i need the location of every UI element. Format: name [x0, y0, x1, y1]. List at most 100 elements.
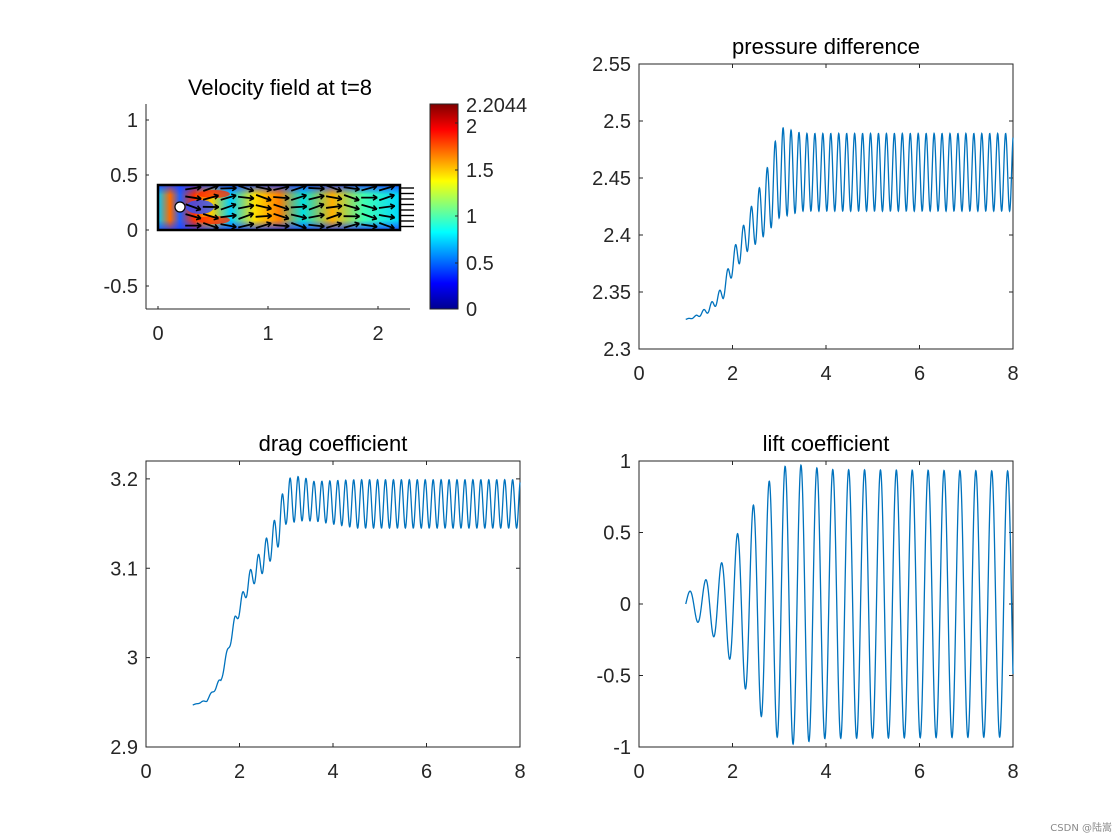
velocity-arrow: [185, 186, 202, 191]
colorbar-tick-label: 0: [466, 299, 477, 321]
velocity-arrow: [378, 185, 395, 192]
velocity-arrow-head: [196, 222, 202, 229]
pressure-y-tick-label: 2.4: [603, 225, 631, 247]
velocity-arrow-head: [372, 223, 378, 230]
velocity-arrow-head: [354, 213, 360, 220]
velocity-arrow-head: [266, 185, 272, 193]
velocity-arrow-head: [283, 214, 290, 221]
velocity-arrow-head: [319, 212, 325, 219]
lift-panel: lift coefficient 0 2 4 6 8 -1 -0.5 0 0.5 1: [597, 431, 1019, 783]
velocity-arrow-head: [213, 214, 220, 221]
pressure-x-tick-label: 2: [727, 363, 738, 385]
velocity-arrow: [378, 204, 395, 209]
velocity-arrow-head: [354, 221, 360, 228]
velocity-arrow: [185, 213, 202, 220]
pressure-ticks: 0 2 4 6 8 2.3 2.35 2.4 2.45 2.5 2.55: [592, 54, 1019, 385]
velocity-arrow: [325, 205, 343, 209]
velocity-wake-blob: [186, 200, 214, 214]
velocity-arrow: [273, 185, 290, 191]
velocity-arrow: [325, 195, 343, 200]
lift-y-tick-label: -0.5: [597, 666, 631, 688]
velocity-panel: Velocity field at t=8 0 1 2 -0.5 0 0.5 1: [104, 75, 528, 345]
velocity-arrow-head: [336, 221, 343, 228]
velocity-quiver: [185, 183, 414, 231]
velocity-arrow: [238, 222, 254, 229]
velocity-arrow: [290, 184, 307, 192]
drag-x-tick-label: 4: [327, 761, 338, 783]
pressure-x-tick-label: 0: [633, 363, 644, 385]
velocity-arrow: [326, 212, 342, 220]
velocity-arrow: [220, 214, 237, 219]
pressure-y-tick-label: 2.55: [592, 54, 631, 76]
pressure-x-tick-label: 4: [820, 363, 831, 385]
velocity-arrow: [326, 222, 342, 229]
lift-y-tick-label: 0: [620, 594, 631, 616]
velocity-arrow-head: [195, 205, 202, 212]
velocity-arrow-head: [318, 202, 325, 209]
velocity-arrow-head: [301, 193, 307, 200]
velocity-arrow-head: [231, 212, 237, 219]
velocity-arrow: [343, 222, 360, 229]
lift-x-tick-label: 0: [633, 761, 644, 783]
velocity-arrow: [255, 214, 272, 218]
velocity-arrow: [343, 194, 360, 202]
velocity-arrow-head: [266, 221, 272, 228]
velocity-colorbar: 0 0.5 1 1.5 2 2.2044: [429, 95, 527, 321]
velocity-x-tick-label: 0: [152, 323, 163, 345]
velocity-arrow-head: [389, 213, 396, 221]
velocity-arrow: [308, 203, 325, 211]
lift-x-tick-label: 4: [820, 761, 831, 783]
velocity-x-ticks: 0 1 2: [152, 306, 384, 345]
velocity-arrow: [202, 213, 219, 220]
pressure-title: pressure difference: [732, 34, 920, 59]
drag-y-tick-label: 3.1: [110, 558, 138, 580]
pressure-y-tick-label: 2.5: [603, 111, 631, 133]
velocity-arrow: [202, 194, 219, 201]
velocity-arrow: [255, 222, 272, 229]
velocity-arrow-head: [371, 214, 378, 221]
velocity-arrow: [202, 184, 219, 192]
velocity-arrow: [290, 205, 307, 209]
lift-x-tick-label: 2: [727, 761, 738, 783]
velocity-arrow-head: [354, 195, 360, 203]
pressure-panel: pressure difference 0 2 4 6 8 2.3 2.35 2.4 2.45 2…: [592, 34, 1019, 385]
velocity-arrow: [361, 185, 378, 192]
velocity-arrow-head: [354, 185, 360, 193]
velocity-axes: [145, 104, 410, 310]
velocity-arrow: [202, 222, 219, 230]
colorbar-gradient: [429, 103, 459, 310]
velocity-arrow: [273, 203, 290, 211]
pressure-x-tick-label: 8: [1007, 363, 1018, 385]
velocity-arrow: [308, 194, 325, 201]
velocity-arrow-head: [266, 212, 273, 220]
velocity-x-tick-label: 2: [372, 323, 383, 345]
colorbar-tick-label: 1.5: [466, 160, 494, 182]
velocity-y-tick-label: -0.5: [104, 276, 138, 298]
velocity-arrow-head: [248, 203, 255, 210]
velocity-arrow: [185, 203, 202, 211]
pressure-y-tick-label: 2.3: [603, 339, 631, 361]
colorbar-tick-label: 1: [466, 206, 477, 228]
velocity-arrow: [290, 222, 307, 230]
velocity-arrow-head: [336, 211, 343, 218]
velocity-arrow-head: [248, 211, 255, 218]
drag-ticks: 0 2 4 6 8 2.9 3 3.1 3.2: [110, 461, 526, 783]
velocity-arrow-head: [336, 186, 343, 193]
pressure-x-tick-label: 6: [914, 363, 925, 385]
velocity-arrow: [237, 195, 255, 200]
drag-axes-box: [145, 460, 521, 748]
velocity-arrow: [290, 213, 307, 219]
velocity-arrow: [308, 213, 325, 219]
velocity-arrow-head: [371, 204, 378, 212]
velocity-arrow: [343, 203, 360, 211]
lift-series-line: [685, 463, 1014, 746]
drag-y-tick-label: 3.2: [110, 469, 138, 491]
velocity-arrow-head: [266, 204, 272, 212]
velocity-arrow: [220, 194, 237, 201]
velocity-arrow-head: [195, 214, 202, 221]
velocity-arrow: [220, 223, 237, 228]
pressure-y-tick-label: 2.45: [592, 168, 631, 190]
velocity-arrow-head: [337, 203, 343, 210]
velocity-arrow-head: [319, 193, 325, 200]
velocity-arrow: [378, 194, 395, 202]
